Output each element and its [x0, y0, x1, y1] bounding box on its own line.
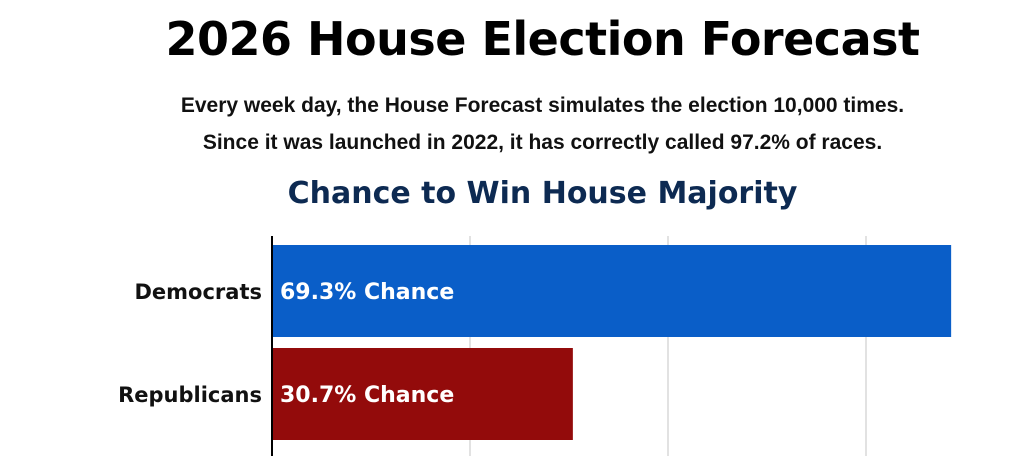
data-label: 69.3% Chance [280, 280, 454, 305]
bar-democrats [272, 245, 952, 337]
bars [272, 245, 952, 440]
page-title: 2026 House Election Forecast [165, 12, 920, 66]
labels: Democrats 69.3% Chance Republicans 30.7% Ch… [118, 280, 454, 408]
chart-title: Chance to Win House Majority [287, 176, 798, 211]
category-label: Republicans [118, 383, 262, 407]
subtitle-line-2: Since it was launched in 2022, it has co… [202, 131, 883, 154]
bar-republicans [272, 348, 573, 440]
data-label: 30.7% Chance [280, 383, 454, 408]
subtitle-line-1: Every week day, the House Forecast simul… [180, 94, 905, 117]
category-label: Democrats [135, 280, 263, 304]
